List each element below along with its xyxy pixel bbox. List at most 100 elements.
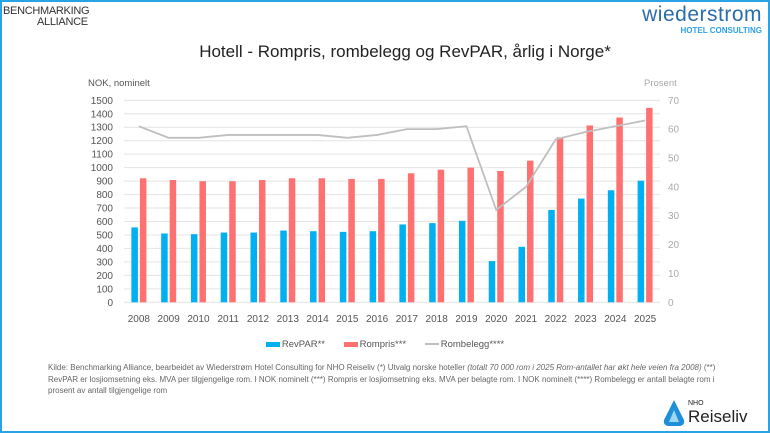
- y-tick-label: 1400: [91, 109, 114, 120]
- bar-rompris: [378, 178, 385, 303]
- bar-rompris: [556, 137, 564, 303]
- logo-text: NHO: [688, 400, 704, 407]
- y2-tick-label: 40: [668, 182, 680, 193]
- legend-label: Rombelegg****: [440, 339, 505, 350]
- y2-tick-label: 70: [668, 96, 680, 107]
- y-tick-label: 1000: [91, 163, 114, 174]
- bar-rompris: [407, 173, 415, 303]
- bar-revpar: [220, 232, 228, 303]
- y-tick-label: 300: [96, 257, 113, 268]
- x-tick-label: 2010: [187, 314, 210, 325]
- bar-revpar: [190, 234, 198, 303]
- x-tick-label: 2016: [366, 314, 389, 325]
- y2-tick-label: 20: [668, 240, 680, 251]
- x-tick-label: 2021: [515, 314, 538, 325]
- legend-label: Rompris***: [359, 339, 407, 350]
- note-text: Kilde: Benchmarking Alliance, bearbeidet…: [48, 363, 468, 372]
- chart-title: Hotell - Rompris, rombelegg og RevPAR, å…: [199, 42, 611, 61]
- bar-rompris: [527, 160, 534, 303]
- x-tick-label: 2013: [277, 314, 300, 325]
- x-tick-label: 2017: [396, 314, 419, 325]
- x-tick-label: 2018: [426, 314, 449, 325]
- bar-rompris: [199, 181, 206, 303]
- line-rombelegg: [138, 119, 646, 212]
- y-tick-label: 600: [96, 217, 113, 228]
- logo-text: Reiseliv: [688, 407, 748, 426]
- bar-revpar: [637, 180, 645, 303]
- nho-logo-icon: [663, 400, 685, 426]
- x-tick-label: 2023: [574, 314, 597, 325]
- bar-revpar: [131, 227, 138, 303]
- bar-rompris: [288, 178, 296, 303]
- y-tick-label: 900: [96, 177, 113, 188]
- bar-revpar: [578, 198, 585, 303]
- y-tick-label: 700: [96, 204, 113, 215]
- legend-swatch: [424, 343, 439, 346]
- benchmarking-alliance-logo: BENCHMARKING ALLIANCE: [3, 5, 90, 28]
- bar-revpar: [369, 231, 377, 303]
- bar-revpar: [458, 220, 466, 303]
- y-tick-label: 1500: [91, 96, 114, 107]
- bar-revpar: [250, 232, 257, 303]
- bar-revpar: [429, 223, 436, 303]
- x-tick-label: 2024: [604, 314, 627, 325]
- x-tick-label: 2020: [485, 314, 508, 325]
- y2-tick-label: 0: [668, 298, 674, 309]
- x-tick-label: 2011: [217, 314, 239, 325]
- x-tick-label: 2014: [306, 314, 329, 325]
- bar-rompris: [586, 125, 594, 303]
- logo-subtext: HOTEL CONSULTING: [680, 26, 762, 35]
- bar-rompris: [229, 181, 236, 303]
- legend: RevPAR** Rompris*** Rombelegg****: [0, 339, 770, 350]
- bar-rompris: [497, 171, 504, 303]
- logo-text: wiederstrom: [642, 3, 762, 26]
- legend-swatch: [265, 341, 280, 347]
- x-tick-label: 2022: [545, 314, 568, 325]
- legend-item-rombelegg: Rombelegg****: [424, 339, 505, 350]
- logo-text: BENCHMARKING: [3, 5, 90, 17]
- bar-revpar: [518, 246, 525, 303]
- nho-reiseliv-logo: NHO Reiseliv: [662, 398, 762, 428]
- y-tick-label: 500: [96, 230, 113, 241]
- y2-axis-label: Prosent: [644, 78, 677, 89]
- y2-tick-label: 30: [668, 211, 680, 222]
- bar-rompris: [169, 180, 177, 303]
- note-text: (**) RevPAR er losjiomsetning eks. MVA p…: [48, 363, 716, 395]
- y-tick-label: 1300: [91, 123, 114, 134]
- x-tick-label: 2009: [158, 314, 181, 325]
- x-tick-label: 2025: [634, 314, 657, 325]
- y2-tick-label: 60: [668, 125, 680, 136]
- bar-rompris: [259, 180, 266, 303]
- y-tick-label: 800: [96, 190, 113, 201]
- note-italic: (totalt 70 000 rom i 2025 Rom-antallet h…: [467, 363, 702, 372]
- source-note: Kilde: Benchmarking Alliance, bearbeidet…: [48, 362, 728, 397]
- bar-revpar: [607, 190, 615, 303]
- legend-item-rompris: Rompris***: [343, 339, 407, 350]
- bar-rompris: [348, 178, 355, 303]
- bar-revpar: [399, 224, 406, 303]
- wiederstrom-logo: wiederstrom HOTEL CONSULTING: [642, 3, 762, 36]
- x-tick-label: 2012: [247, 314, 270, 325]
- logo-text: ALLIANCE: [37, 16, 88, 28]
- bar-rompris: [646, 107, 653, 303]
- bar-revpar: [310, 231, 317, 303]
- bar-rompris: [467, 167, 474, 303]
- bar-rompris: [437, 169, 445, 303]
- x-tick-label: 2019: [455, 314, 478, 325]
- y-tick-label: 400: [96, 244, 113, 255]
- y-tick-label: 100: [96, 284, 113, 295]
- legend-swatch: [343, 341, 358, 347]
- bar-rompris: [616, 117, 623, 303]
- x-tick-label: 2008: [128, 314, 151, 325]
- y-tick-label: 200: [96, 271, 113, 282]
- chart-plot: 0100200300400500600700800900100011001200…: [91, 96, 680, 325]
- y-tick-label: 0: [107, 298, 113, 309]
- x-tick-label: 2015: [336, 314, 359, 325]
- bar-revpar: [488, 261, 496, 303]
- bar-rompris: [318, 178, 326, 303]
- bar-rompris: [139, 178, 147, 303]
- legend-label: RevPAR**: [281, 339, 325, 350]
- y-tick-label: 1200: [91, 136, 114, 147]
- bar-revpar: [161, 233, 168, 303]
